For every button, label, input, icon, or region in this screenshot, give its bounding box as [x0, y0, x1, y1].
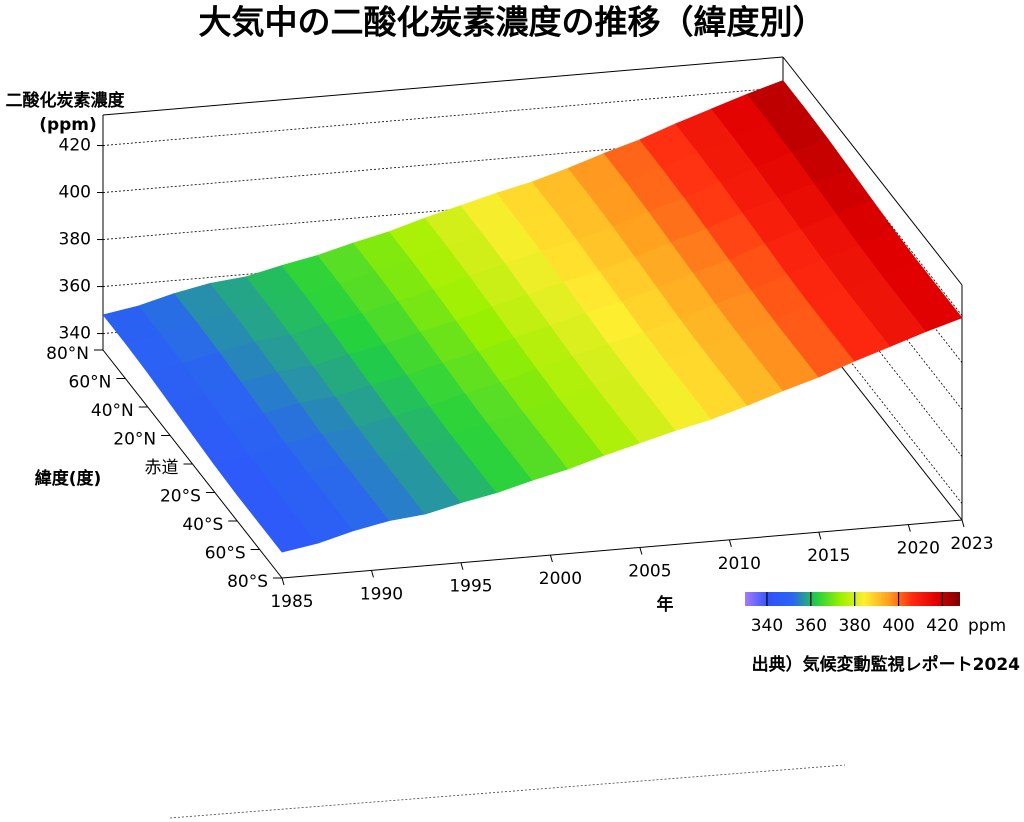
- x-tick: [728, 539, 732, 547]
- y-tick-label: 40°N: [91, 401, 134, 421]
- y-tick-label: 60°S: [205, 544, 246, 564]
- y-axis-label: 緯度(度): [35, 468, 102, 489]
- colorbar-label: ppm: [968, 616, 1006, 636]
- decor-line: [169, 764, 846, 819]
- x-tick-label: 2020: [897, 539, 940, 559]
- colorbar-tick-label: 400: [882, 616, 914, 636]
- z-tick-label: 360: [59, 277, 91, 297]
- x-tick: [639, 547, 643, 555]
- colorbar-tick-label: 380: [838, 616, 870, 636]
- x-tick: [281, 577, 285, 586]
- z-tick-label: 400: [59, 183, 91, 203]
- colorbar-tick-label: 340: [751, 616, 783, 636]
- source: 出典）気候変動監視レポート2024: [752, 654, 1020, 675]
- colorbar: [745, 592, 960, 606]
- y-tick-label: 60°N: [69, 373, 112, 393]
- surface: [102, 80, 963, 553]
- x-tick-label: 2023: [950, 534, 993, 554]
- x-tick: [460, 562, 464, 570]
- x-tick-label: 1985: [270, 592, 313, 612]
- colorbar-tick-label: 420: [926, 616, 958, 636]
- y-tick-label: 赤道: [145, 458, 179, 478]
- grid-line: [102, 87, 784, 146]
- z-axis-label: 二酸化炭素濃度: [6, 90, 126, 111]
- x-tick: [818, 532, 822, 540]
- x-tick-label: 2010: [718, 554, 761, 574]
- x-tick: [961, 519, 965, 528]
- x-tick-label: 2000: [539, 569, 582, 589]
- y-tick-label: 40°S: [182, 515, 223, 535]
- z-tick-label: 420: [59, 136, 91, 156]
- box-edge: [782, 56, 963, 286]
- y-tick-label: 20°S: [160, 487, 201, 507]
- x-tick: [907, 524, 911, 532]
- box-edge: [102, 56, 784, 116]
- x-tick-label: 1995: [449, 577, 492, 597]
- x-axis-line: [281, 519, 963, 579]
- y-tick-label: 20°N: [113, 430, 156, 450]
- y-tick-label: 80°N: [46, 344, 89, 364]
- z-axis-unit: (ppm): [39, 115, 97, 135]
- z-tick-label: 340: [59, 324, 91, 344]
- x-axis-label: 年: [657, 594, 674, 615]
- axes: 340 360 380 400 420 1985 1990 1995 2000 2005 2010 2…: [46, 136, 1006, 636]
- x-tick: [549, 554, 553, 563]
- x-tick-label: 2015: [807, 546, 850, 566]
- z-tick-label: 380: [59, 230, 91, 250]
- x-tick-label: 1990: [360, 584, 403, 604]
- y-tick-label: 80°S: [227, 572, 268, 592]
- x-tick: [370, 570, 374, 578]
- chart-title: 大気中の二酸化炭素濃度の推移（緯度別）: [199, 3, 826, 42]
- colorbar-tick-label: 360: [795, 616, 827, 636]
- surface-cell: [903, 289, 963, 332]
- x-tick-label: 2005: [628, 561, 671, 581]
